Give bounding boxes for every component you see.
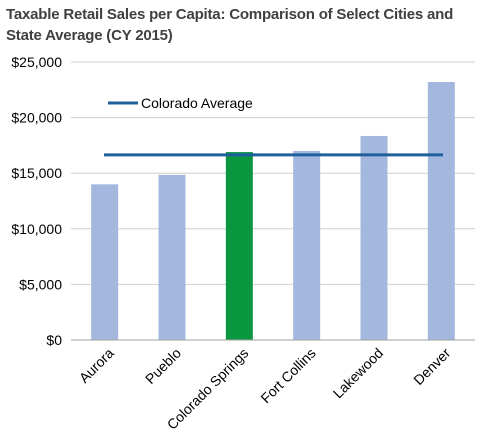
y-tick-label: $10,000: [11, 221, 62, 237]
bars: [91, 82, 455, 341]
y-tick-label: $5,000: [19, 276, 62, 292]
bar-colorado-springs: [225, 152, 253, 340]
y-tick-label: $0: [46, 332, 62, 348]
bar-lakewood: [360, 135, 388, 340]
y-axis-tick-labels: $0 $5,000 $10,000 $15,000 $20,000 $25,000: [11, 54, 62, 348]
gridlines: [71, 61, 475, 285]
bar-pueblo: [158, 174, 186, 340]
x-tick-label: Aurora: [76, 345, 117, 386]
legend-label-colorado-average: Colorado Average: [141, 95, 253, 111]
x-tick-label: Denver: [410, 345, 453, 388]
y-tick-label: $15,000: [11, 165, 62, 181]
y-tick-label: $20,000: [11, 110, 62, 126]
chart-title: Taxable Retail Sales per Capita: Compari…: [6, 6, 454, 44]
x-tick-label: Pueblo: [142, 345, 184, 387]
bar-denver: [427, 82, 455, 341]
legend: Colorado Average: [108, 95, 253, 111]
bar-aurora: [91, 184, 119, 340]
bar-fort-collins: [293, 150, 321, 340]
x-tick-label: Fort Collins: [257, 345, 318, 406]
y-tick-label: $25,000: [11, 54, 62, 70]
x-tick-label: Lakewood: [330, 345, 386, 401]
